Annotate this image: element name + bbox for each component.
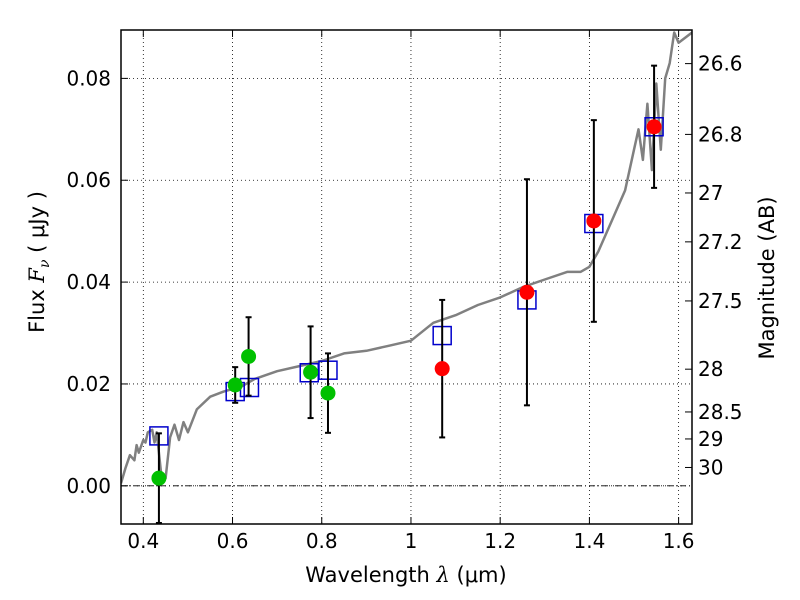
y2-tick-label: 28.5	[698, 400, 743, 424]
y2-tick-label: 27	[698, 181, 723, 205]
x-tick-label: 0.4	[127, 529, 159, 553]
y-tick-label: 0.02	[66, 372, 111, 396]
model-spectrum-line	[121, 31, 692, 484]
optical-measurements	[151, 348, 336, 486]
y2-tick-label: 29	[698, 427, 723, 451]
error-bars	[155, 64, 658, 524]
axis-ticks	[121, 30, 692, 524]
optical-point	[241, 348, 257, 364]
model-spectrum	[121, 31, 692, 484]
x-tick-label: 0.6	[217, 529, 249, 553]
x-tick-label: 1.4	[573, 529, 605, 553]
y-tick-label: 0.06	[66, 168, 111, 192]
infrared-point	[586, 213, 602, 229]
y2-axis-label: Magnitude (AB)	[755, 196, 779, 359]
x-tick-labels: 0.4 0.6 0.8 1 1.2 1.4 1.6	[127, 529, 694, 553]
x-axis-label: Wavelength λ (μm)	[305, 563, 506, 587]
y-tick-label: 0.08	[66, 66, 111, 90]
optical-point	[320, 385, 336, 401]
optical-point	[227, 377, 243, 393]
y-tick-label: 0.04	[66, 270, 111, 294]
y2-tick-label: 26.6	[698, 52, 743, 76]
y-tick-labels: 0.00 0.02 0.04 0.06 0.08	[66, 66, 111, 497]
y2-tick-label: 30	[698, 455, 723, 479]
y2-tick-label: 26.8	[698, 122, 743, 146]
x-tick-label: 0.8	[306, 529, 338, 553]
model-photometry	[149, 117, 664, 446]
y2-tick-label: 28	[698, 357, 723, 381]
x-tick-label: 1	[405, 529, 418, 553]
x-tick-label: 1.2	[484, 529, 516, 553]
y2-tick-labels: 26.6 26.8 27 27.2 27.5 28 28.5 29 30	[698, 52, 743, 480]
infrared-measurements	[434, 119, 662, 377]
optical-point	[151, 470, 167, 486]
y2-tick-label: 27.5	[698, 289, 743, 313]
infrared-point	[519, 284, 535, 300]
x-tick-label: 1.6	[663, 529, 695, 553]
plot-frame	[120, 29, 693, 525]
optical-point	[303, 364, 319, 380]
grid	[121, 30, 692, 524]
y2-tick-label: 27.2	[698, 230, 743, 254]
y-axis-label: Flux Fν ( μJy )	[25, 191, 53, 333]
y-tick-label: 0.00	[66, 474, 111, 498]
infrared-point	[434, 361, 450, 377]
infrared-point	[646, 119, 662, 135]
